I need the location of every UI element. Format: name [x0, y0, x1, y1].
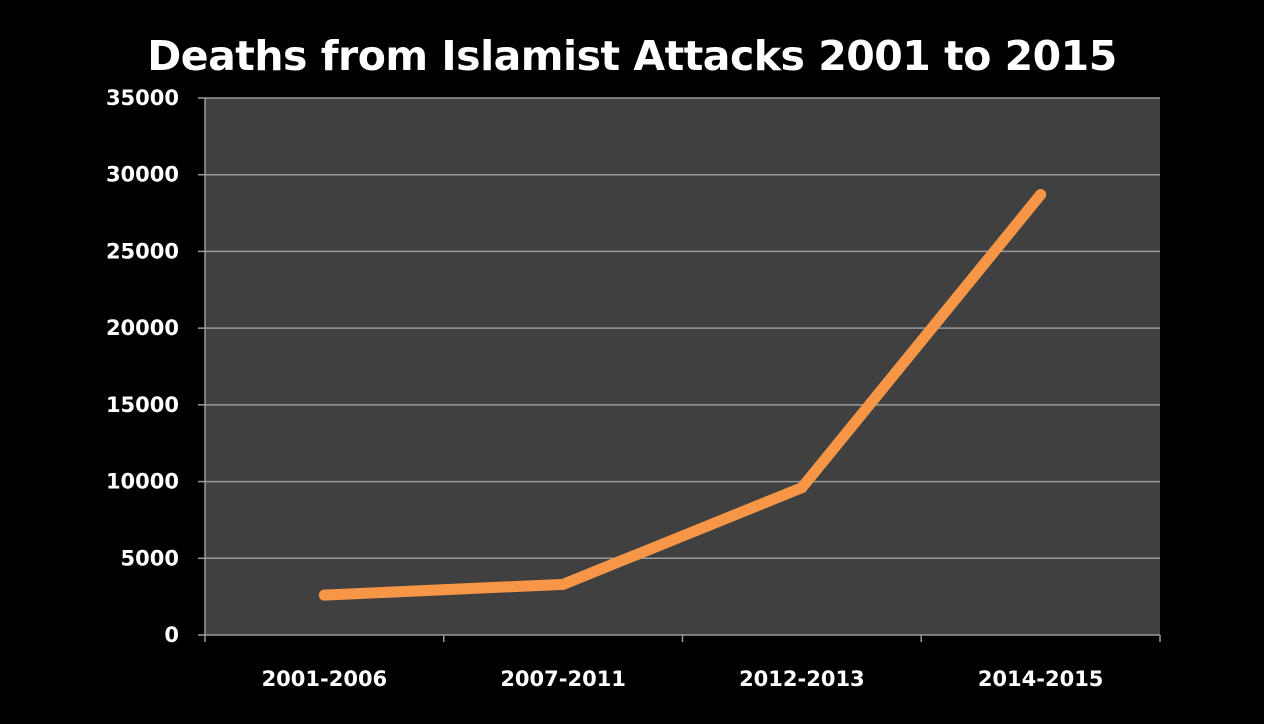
data-point: [796, 482, 808, 494]
y-tick-label: 5000: [121, 546, 179, 570]
x-tick-label: 2007-2011: [500, 667, 626, 691]
x-tick-label: 2001-2006: [262, 667, 388, 691]
y-tick-label: 10000: [106, 470, 179, 494]
y-tick-label: 0: [164, 623, 179, 647]
chart-title: Deaths from Islamist Attacks 2001 to 201…: [147, 32, 1117, 80]
y-tick-label: 20000: [106, 316, 179, 340]
y-tick-label: 15000: [106, 393, 179, 417]
data-point: [318, 589, 330, 601]
x-axis-tick-labels: 2001-2006 2007-2011 2012-2013 2014-2015: [262, 667, 1104, 691]
axes: [204, 98, 1161, 642]
y-axis-tick-labels: 0 5000 10000 15000 20000 25000 30000 35000: [106, 86, 179, 647]
y-tick-label: 25000: [106, 239, 179, 263]
plot-area: [205, 98, 1160, 635]
x-tick-label: 2014-2015: [978, 667, 1104, 691]
y-tick-label: 30000: [106, 163, 179, 187]
series-line: [318, 189, 1047, 601]
y-tick-label: 35000: [106, 86, 179, 110]
data-point: [557, 578, 569, 590]
series-group: [318, 189, 1047, 601]
x-tick-label: 2012-2013: [739, 667, 865, 691]
data-point: [1035, 189, 1047, 201]
